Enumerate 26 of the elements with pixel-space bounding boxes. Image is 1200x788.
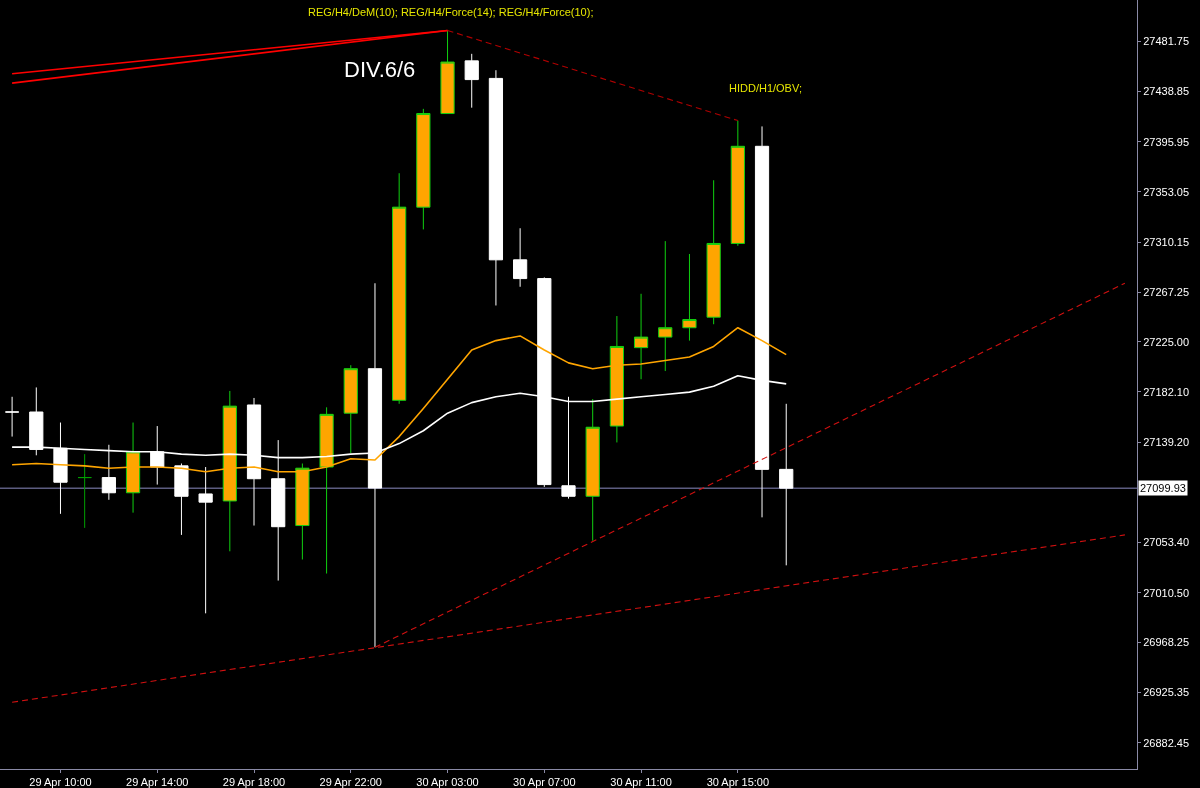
- y-tick-label: 27481.75: [1143, 35, 1190, 48]
- x-tick-label: 29 Apr 22:00: [319, 776, 382, 788]
- y-tick-label: 27267.25: [1143, 286, 1190, 299]
- y-tick-label: 26882.45: [1143, 736, 1190, 749]
- y-tick-label: 27353.05: [1143, 185, 1190, 198]
- y-tick-label: 26968.25: [1143, 636, 1190, 649]
- x-tick-label: 30 Apr 11:00: [610, 776, 672, 788]
- x-tick-label: 29 Apr 18:00: [222, 776, 286, 788]
- x-tick-label: 30 Apr 03:00: [416, 776, 479, 788]
- ref-line-label: 27099.93: [1140, 482, 1186, 494]
- y-tick-label: 27225.00: [1143, 335, 1190, 348]
- y-tick-label: 27182.10: [1143, 385, 1190, 398]
- y-tick-label: 27139.20: [1143, 436, 1190, 449]
- y-tick-label: 27010.50: [1143, 586, 1190, 599]
- x-tick-label: 30 Apr 07:00: [513, 776, 576, 788]
- annotation: DIV.6/6: [344, 57, 416, 82]
- y-tick-label: 27053.40: [1143, 536, 1190, 549]
- y-tick-label: 27438.85: [1143, 85, 1190, 98]
- x-tick-label: 30 Apr 15:00: [706, 776, 770, 788]
- x-tick-label: 29 Apr 10:00: [29, 776, 92, 788]
- annotation: REG/H4/DeM(10); REG/H4/Force(14); REG/H4/Force(10);: [308, 6, 594, 18]
- y-tick-label: 27395.95: [1143, 135, 1190, 148]
- annotation: HIDD/H1/OBV;: [729, 82, 802, 94]
- x-tick-label: 29 Apr 14:00: [126, 776, 189, 788]
- y-tick-label: 27310.15: [1143, 235, 1190, 248]
- y-tick-label: 26925.35: [1143, 686, 1190, 699]
